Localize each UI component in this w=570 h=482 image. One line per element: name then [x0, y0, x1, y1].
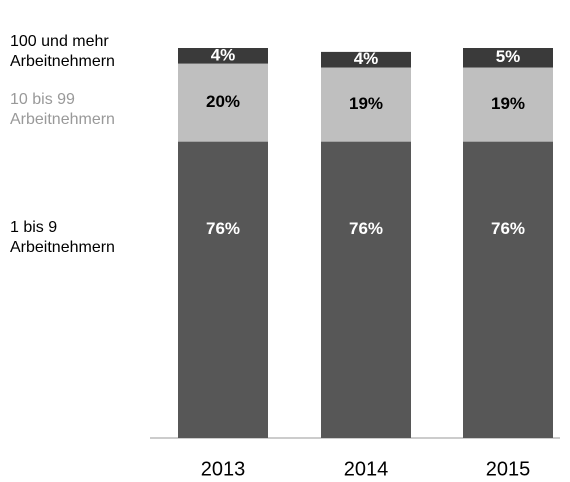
x-tick-label: 2013 [201, 458, 246, 480]
bar-segment [321, 141, 411, 438]
legend-label: 10 bis 99 Arbeitnehmern [10, 91, 115, 128]
x-tick-label: 2015 [486, 458, 531, 480]
bar-segment [321, 51, 411, 68]
bar-segment [463, 141, 553, 438]
value-label: 76% [349, 219, 383, 238]
x-tick-label: 2014 [344, 458, 389, 480]
bar-segment [178, 48, 268, 64]
value-label: 20% [206, 92, 240, 111]
value-label: 5% [496, 47, 521, 66]
bar-segment [463, 67, 553, 142]
legend-label: 1 bis 9 Arbeitnehmern [10, 219, 115, 256]
bar-segment [321, 67, 411, 142]
value-label: 19% [491, 94, 525, 113]
value-label: 76% [491, 219, 525, 238]
value-label: 19% [349, 94, 383, 113]
bar-segment [463, 48, 553, 68]
value-label: 76% [206, 219, 240, 238]
legend-label: 100 und mehr Arbeitnehmern [10, 33, 115, 70]
bar-segment [178, 141, 268, 438]
value-label: 4% [211, 45, 236, 64]
bar-segment [178, 63, 268, 142]
value-label: 4% [354, 49, 379, 68]
